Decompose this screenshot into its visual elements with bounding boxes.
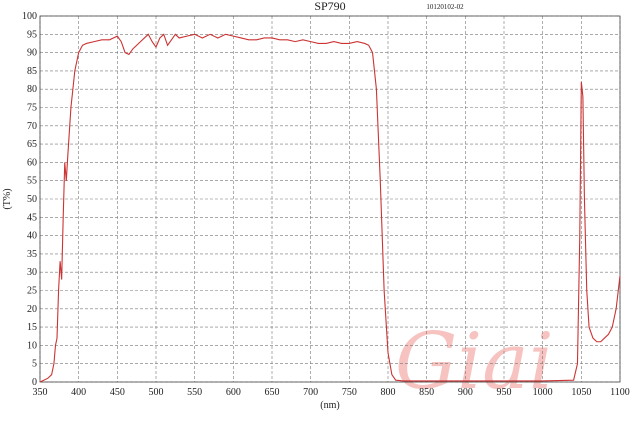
y-tick-label: 70 bbox=[27, 121, 37, 132]
chart-title: SP790 bbox=[314, 0, 345, 13]
plot-frame bbox=[39, 15, 621, 383]
watermark: Giai bbox=[395, 317, 554, 407]
y-tick-label: 80 bbox=[27, 84, 37, 95]
y-tick-label: 20 bbox=[27, 304, 37, 315]
y-tick-label: 95 bbox=[27, 29, 37, 40]
y-tick-label: 30 bbox=[27, 267, 37, 278]
x-tick-label: 550 bbox=[187, 387, 202, 398]
x-tick-label: 700 bbox=[303, 387, 318, 398]
y-tick-label: 90 bbox=[27, 48, 37, 59]
x-tick-label: 450 bbox=[110, 387, 125, 398]
data-line bbox=[39, 33, 621, 383]
y-tick-label: 35 bbox=[27, 249, 37, 260]
x-tick-label: 650 bbox=[265, 387, 280, 398]
y-tick-label: 50 bbox=[27, 194, 37, 205]
x-tick-label: 600 bbox=[226, 387, 241, 398]
y-tick-label: 65 bbox=[27, 139, 37, 150]
x-tick-label: 850 bbox=[419, 387, 434, 398]
chart-subtitle: 10120102-02 bbox=[426, 3, 464, 11]
y-tick-label: 45 bbox=[27, 212, 37, 223]
y-tick-label: 40 bbox=[27, 231, 37, 242]
x-tick-label: 1050 bbox=[571, 387, 591, 398]
x-tick-label: 800 bbox=[381, 387, 396, 398]
x-tick-label: 400 bbox=[71, 387, 86, 398]
y-tick-label: 75 bbox=[27, 103, 37, 114]
y-tick-label: 100 bbox=[22, 11, 37, 22]
x-tick-label: 500 bbox=[149, 387, 164, 398]
y-tick-label: 60 bbox=[27, 157, 37, 168]
x-tick-label: 900 bbox=[458, 387, 473, 398]
x-tick-label: 750 bbox=[342, 387, 357, 398]
x-tick-label: 1000 bbox=[533, 387, 553, 398]
y-axis-label: (T%) bbox=[2, 188, 13, 209]
y-tick-label: 25 bbox=[27, 286, 37, 297]
y-tick-label: 5 bbox=[32, 359, 37, 370]
y-tick-label: 10 bbox=[27, 340, 37, 351]
x-axis-label: (nm) bbox=[320, 400, 339, 411]
x-tick-label: 350 bbox=[33, 387, 48, 398]
y-tick-label: 15 bbox=[27, 322, 37, 333]
x-tick-label: 1100 bbox=[610, 387, 630, 398]
y-tick-label: 55 bbox=[27, 176, 37, 187]
x-tick-label: 950 bbox=[497, 387, 512, 398]
y-tick-label: 85 bbox=[27, 66, 37, 77]
y-tick-label: 0 bbox=[32, 377, 37, 388]
